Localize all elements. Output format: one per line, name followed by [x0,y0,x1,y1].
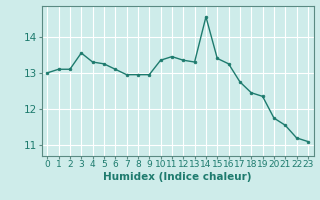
X-axis label: Humidex (Indice chaleur): Humidex (Indice chaleur) [103,172,252,182]
